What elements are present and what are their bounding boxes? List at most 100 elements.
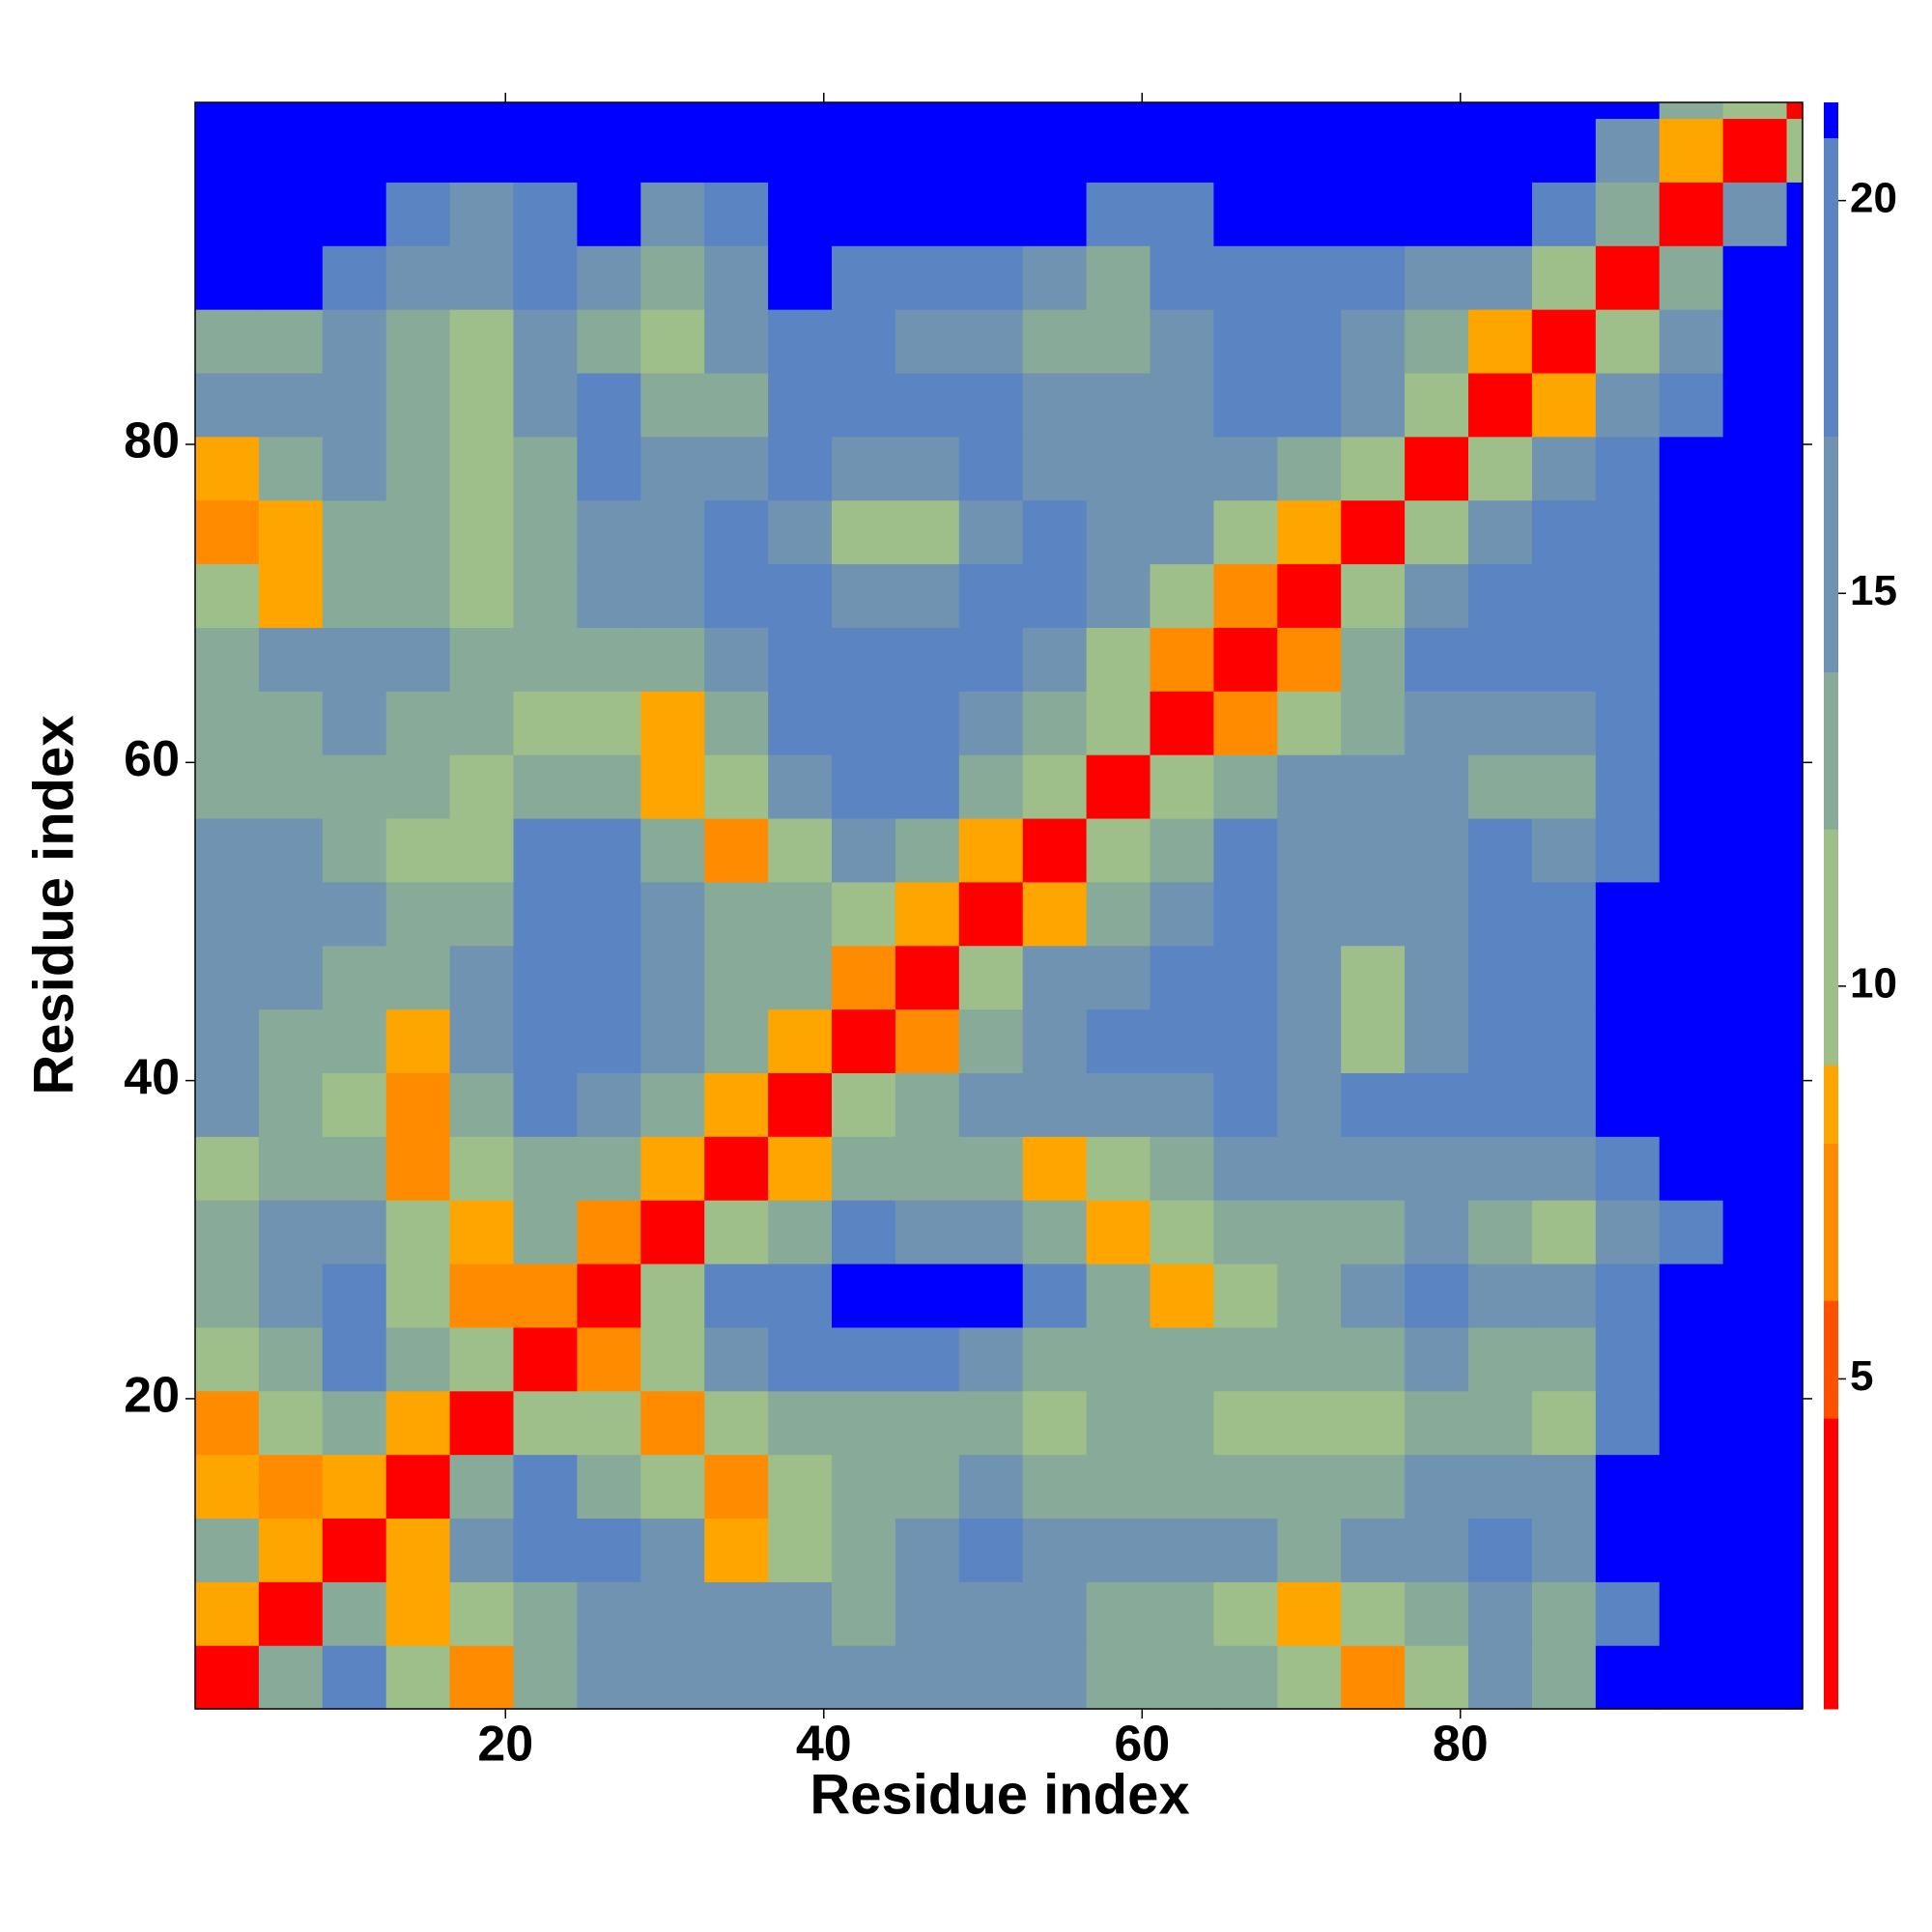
heatmap-cell (1213, 182, 1278, 246)
heatmap-cell (832, 1136, 896, 1201)
heatmap-cell (258, 102, 324, 120)
heatmap-cell (1150, 563, 1215, 628)
heatmap-cell (385, 1581, 451, 1646)
heatmap-cell (832, 499, 896, 565)
heatmap-cell (1468, 1518, 1533, 1582)
heatmap-cell (1531, 754, 1597, 819)
heatmap-cell (449, 309, 515, 374)
heatmap-cell (1786, 1645, 1804, 1710)
heatmap-cell (895, 372, 960, 438)
heatmap-cell (1086, 309, 1151, 374)
heatmap-cell (258, 182, 324, 246)
heatmap-cell (1341, 436, 1406, 501)
heatmap-cell (1022, 499, 1088, 565)
heatmap-cell (768, 436, 833, 501)
heatmap-cell (1405, 754, 1469, 819)
heatmap-cell (1086, 754, 1151, 819)
heatmap-cell (1595, 1518, 1661, 1582)
heatmap-cell (1595, 102, 1661, 120)
heatmap-cell (577, 563, 641, 628)
heatmap-cell (1341, 691, 1406, 755)
heatmap-cell (1213, 1009, 1278, 1073)
heatmap-cell (1277, 1072, 1342, 1137)
heatmap-cell (1022, 817, 1088, 883)
heatmap-cell (513, 372, 579, 438)
heatmap-cell (958, 563, 1024, 628)
heatmap-cell (1468, 182, 1533, 246)
heatmap-cell (704, 691, 769, 755)
heatmap-cell (1531, 1263, 1597, 1328)
heatmap-cell (1595, 1326, 1661, 1392)
heatmap-cell (1659, 1645, 1724, 1710)
heatmap-cell (1277, 627, 1342, 692)
heatmap-cell (640, 1263, 705, 1328)
heatmap-cell (1086, 1200, 1151, 1264)
heatmap-cell (258, 1136, 324, 1201)
heatmap-cell (195, 691, 260, 755)
heatmap-cell (1022, 1454, 1088, 1520)
heatmap-cell (1150, 627, 1215, 692)
heatmap-cell (1595, 372, 1661, 438)
heatmap-cell (322, 1645, 387, 1710)
heatmap-cell (1659, 817, 1724, 883)
heatmap-cell (1722, 1200, 1788, 1264)
colorbar-segment (1824, 1418, 1838, 1710)
heatmap-cell (577, 1581, 641, 1646)
heatmap-cell (1405, 309, 1469, 374)
heatmap-cell (513, 945, 579, 1010)
plot-frame (194, 101, 1804, 1710)
heatmap-cell (640, 499, 705, 565)
heatmap-cell (1659, 627, 1724, 692)
heatmap-cell (1150, 945, 1215, 1010)
heatmap-cell (1659, 754, 1724, 819)
heatmap-cell (385, 1136, 451, 1201)
heatmap-cell (1468, 309, 1533, 374)
heatmap-cell (1086, 182, 1151, 246)
heatmap-cell (895, 499, 960, 565)
heatmap-cell (1468, 1454, 1533, 1520)
heatmap-cell (958, 1326, 1024, 1392)
heatmap-cell (1086, 102, 1151, 120)
heatmap-cell (768, 754, 833, 819)
heatmap-cell (640, 691, 705, 755)
heatmap-cell (1531, 691, 1597, 755)
heatmap-cell (1659, 1136, 1724, 1201)
heatmap-cell (640, 309, 705, 374)
heatmap-cell (832, 1518, 896, 1582)
heatmap-cell (832, 563, 896, 628)
heatmap-cell (449, 1263, 515, 1328)
colorbar-segment (1824, 829, 1838, 1065)
heatmap-cell (195, 182, 260, 246)
heatmap-cell (768, 1326, 833, 1392)
heatmap-cell (195, 245, 260, 310)
heatmap-cell (958, 817, 1024, 883)
heatmap-cell (640, 1581, 705, 1646)
heatmap-cell (895, 309, 960, 374)
heatmap-cell (258, 881, 324, 947)
heatmap-cell (1086, 1518, 1151, 1582)
heatmap-cell (449, 563, 515, 628)
heatmap-cell (1531, 1326, 1597, 1392)
heatmap-cell (1150, 1390, 1215, 1456)
y-tick-label: 40 (124, 1049, 180, 1105)
heatmap-cell (385, 754, 451, 819)
heatmap-cell (1405, 436, 1469, 501)
heatmap-cell (1213, 563, 1278, 628)
heatmap-cell (322, 1518, 387, 1582)
heatmap-cell (1150, 881, 1215, 947)
heatmap-cell (832, 1645, 896, 1710)
heatmap-cell (832, 1454, 896, 1520)
heatmap-cell (895, 691, 960, 755)
heatmap-cell (832, 436, 896, 501)
heatmap-cell (1022, 1072, 1088, 1137)
heatmap-cell (577, 118, 641, 183)
heatmap-cell (1595, 945, 1661, 1010)
heatmap-cell (768, 309, 833, 374)
heatmap-cell (640, 1326, 705, 1392)
heatmap-cell (195, 1072, 260, 1137)
heatmap-cell (1150, 372, 1215, 438)
heatmap-cell (322, 1390, 387, 1456)
heatmap-cell (577, 881, 641, 947)
heatmap-cell (1277, 1518, 1342, 1582)
heatmap-cell (385, 1326, 451, 1392)
